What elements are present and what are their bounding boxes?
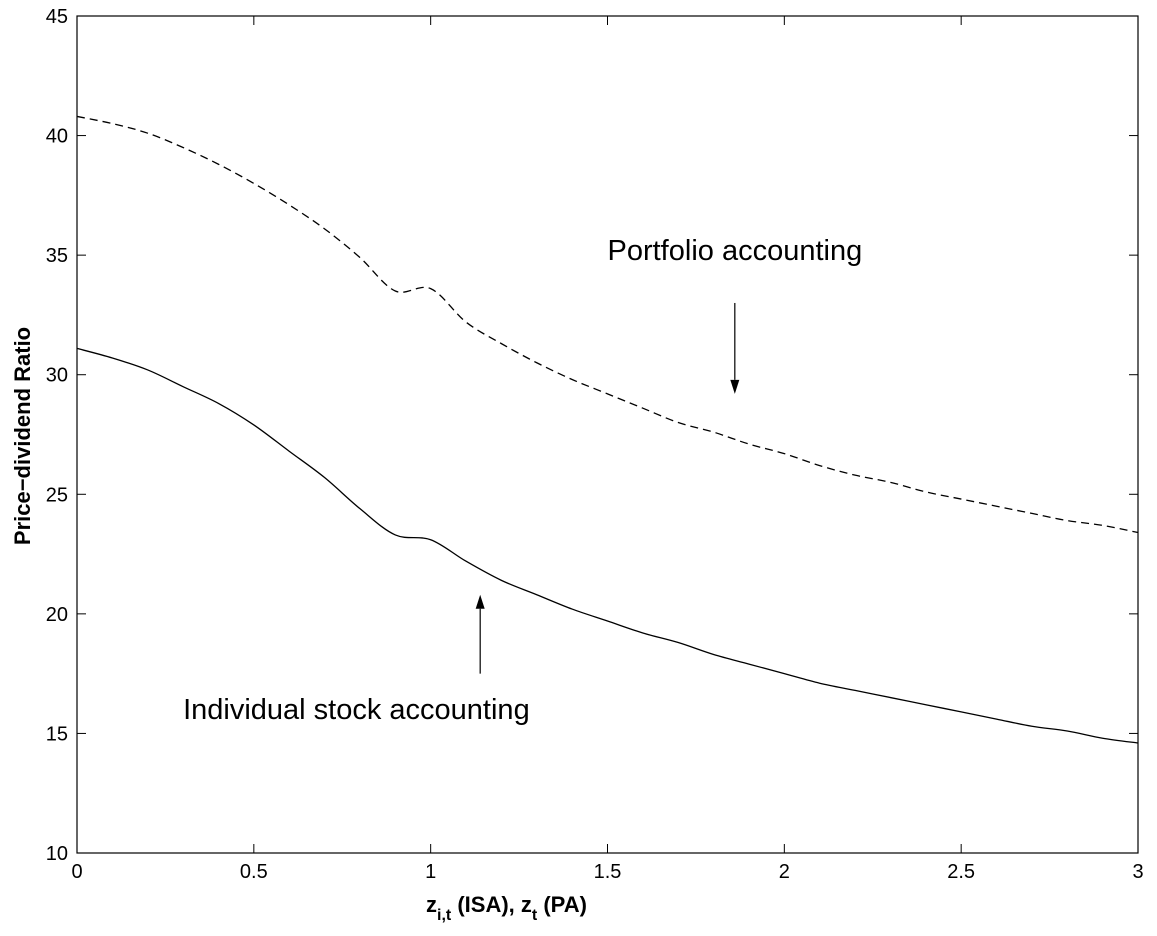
y-tick-label: 45 (46, 6, 68, 28)
series-layer (76, 115, 1139, 744)
annotation-arrow-head (730, 379, 740, 394)
x-tick-label: 1 (425, 861, 436, 883)
y-tick-label: 30 (46, 365, 68, 387)
y-tick-label: 20 (46, 604, 68, 626)
y-tick-label: 35 (46, 245, 68, 267)
y-tick-label: 40 (46, 126, 68, 148)
x-tick-label: 2 (779, 861, 790, 883)
annotation-arrow-head (475, 594, 485, 609)
series-line-solid (76, 347, 1139, 744)
axis-ticks: 0 0.5 1 1.5 2 2.5 3 10 15 20 25 30 35 40 45 (46, 6, 1144, 883)
x-tick-label: 1.5 (594, 861, 622, 883)
y-tick-label: 25 (46, 484, 68, 506)
annotation-individual-stock-accounting: Individual stock accounting (183, 694, 530, 726)
y-tick-label: 15 (46, 723, 68, 745)
y-axis-title: Price−dividend Ratio (10, 327, 35, 545)
annotation-layer: Portfolio accounting Individual stock acc… (183, 235, 862, 726)
annotation-portfolio-accounting: Portfolio accounting (608, 235, 863, 267)
x-tick-label: 0 (71, 861, 82, 883)
x-axis-title: zi,t (ISA), zt (PA) (426, 892, 587, 924)
series-line-dashed (76, 115, 1139, 534)
x-tick-label: 3 (1132, 861, 1143, 883)
x-tick-label: 0.5 (240, 861, 268, 883)
x-tick-label: 2.5 (947, 861, 975, 883)
y-tick-label: 10 (46, 843, 68, 865)
plot-area (76, 15, 1139, 854)
